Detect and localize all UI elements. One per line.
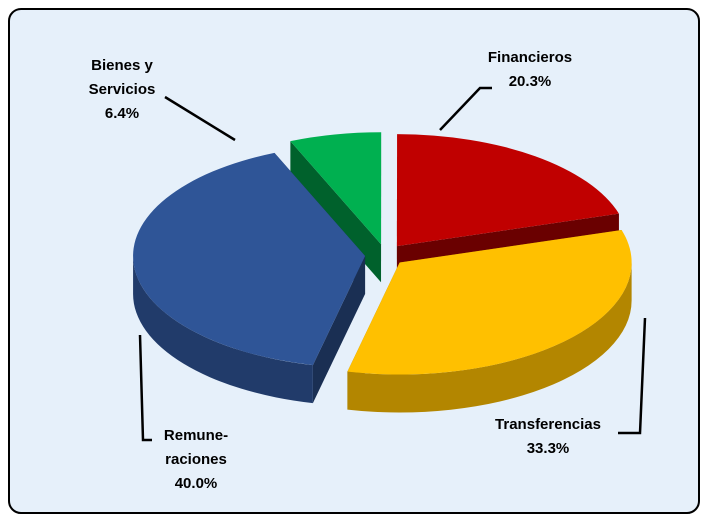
slice-wall <box>312 255 366 404</box>
value-label: 40.0% <box>175 475 218 492</box>
leader-line <box>138 334 152 442</box>
category-label: Financieros <box>488 49 572 66</box>
value-label: 20.3% <box>509 73 552 90</box>
leader-line <box>439 86 492 131</box>
category-label: Transferencias <box>495 416 601 433</box>
value-label: 33.3% <box>527 440 570 457</box>
pie-slice <box>133 152 366 366</box>
slice-side <box>347 262 632 413</box>
leader-line <box>164 95 236 142</box>
pie-slice <box>396 134 619 247</box>
category-label: Remune-raciones <box>164 427 228 468</box>
leader-line <box>618 317 647 435</box>
value-label: 6.4% <box>105 105 139 122</box>
category-label: Bienes y Servicios <box>89 57 156 98</box>
slice-wall <box>290 141 382 283</box>
pie-slice <box>347 229 632 375</box>
pie-slice <box>290 132 382 245</box>
slice-side <box>133 255 313 404</box>
